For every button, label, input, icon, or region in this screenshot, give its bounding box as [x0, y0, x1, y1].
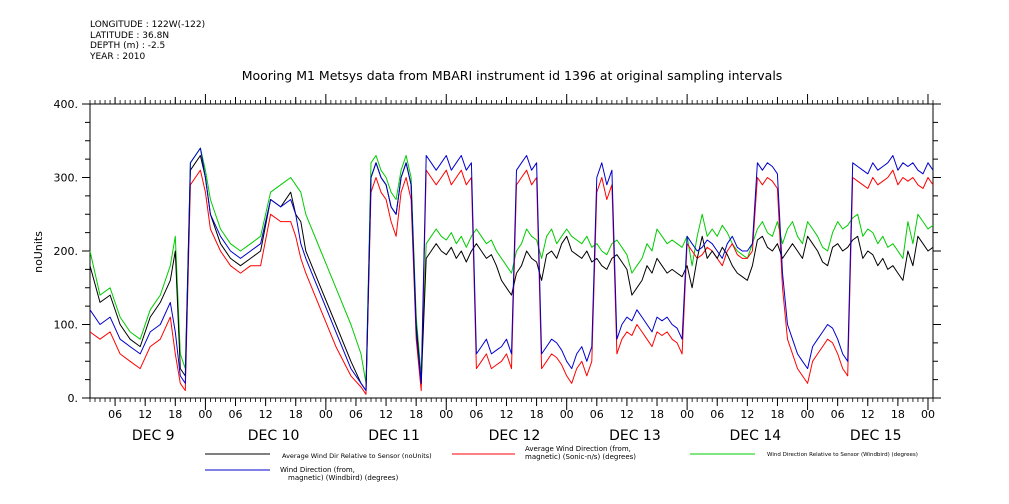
year-text: YEAR : 2010	[90, 51, 146, 62]
legend: Average Wind Dir Relative to Sensor (noU…	[205, 445, 918, 482]
legend-label: Average Wind Dir Relative to Sensor (noU…	[282, 452, 432, 460]
y-tick-label: 200.	[54, 245, 79, 258]
longitude-text: LONGITUDE : 122W(-122)	[90, 20, 206, 30]
legend-label-line2: magnetic) (Windbird) (degrees)	[288, 474, 399, 482]
series-line-2	[89, 147, 934, 384]
x-tick-label: 00	[560, 408, 574, 421]
x-tick-label: 00	[921, 408, 935, 421]
x-tick-label: 18	[770, 408, 784, 421]
x-day-label: DEC 12	[489, 428, 541, 444]
x-tick-label: 00	[198, 408, 212, 421]
x-tick-label: 18	[409, 408, 423, 421]
chart-title: Mooring M1 Metsys data from MBARI instru…	[242, 68, 783, 83]
x-tick-label: 12	[379, 408, 393, 421]
legend-label-line2: magnetic) (Sonic-n/s) (degrees)	[525, 453, 636, 461]
y-tick-label: 300.	[54, 172, 79, 185]
x-day-label: DEC 9	[132, 428, 175, 444]
x-tick-label: 12	[499, 408, 513, 421]
x-day-label: DEC 15	[850, 428, 902, 444]
x-tick-label: 12	[620, 408, 634, 421]
x-tick-label: 18	[891, 408, 905, 421]
x-tick-label: 00	[680, 408, 694, 421]
x-day-label: DEC 10	[248, 428, 300, 444]
x-day-label: DEC 14	[730, 428, 782, 444]
x-tick-label: 00	[801, 408, 815, 421]
x-tick-label: 12	[138, 408, 152, 421]
x-tick-label: 06	[349, 408, 363, 421]
series-line-1	[89, 169, 934, 395]
legend-label: Wind Direction (from,	[280, 466, 355, 474]
x-tick-label: 18	[530, 408, 544, 421]
legend-label: Average Wind Direction (from,	[525, 445, 631, 453]
x-tick-label: 06	[831, 408, 845, 421]
y-axis: 0. 100. 200. 300. 400.	[54, 98, 941, 405]
x-tick-label: 12	[740, 408, 754, 421]
series-line-3	[89, 147, 934, 392]
y-tick-label: 400.	[54, 98, 79, 111]
x-tick-label: 12	[861, 408, 875, 421]
y-tick-label: 0.	[68, 392, 79, 405]
x-day-label: DEC 11	[368, 428, 420, 444]
x-tick-label: 18	[289, 408, 303, 421]
x-tick-label: 00	[319, 408, 333, 421]
x-axis: 06 12 18 00 06 12 18 00 06 12 18 00 06 12 18 00 06 12 18 00…	[108, 94, 935, 444]
depth-text: DEPTH (m) : -2.5	[90, 41, 166, 51]
y-tick-label: 100.	[54, 319, 79, 332]
x-tick-label: 06	[590, 408, 604, 421]
latitude-text: LATITUDE : 36.8N	[90, 30, 170, 41]
x-tick-label: 18	[168, 408, 182, 421]
series-group	[89, 147, 934, 395]
y-axis-label: noUnits	[32, 231, 45, 273]
metadata-block: LONGITUDE : 122W(-122) LATITUDE : 36.8N …	[90, 20, 205, 62]
x-tick-label: 06	[229, 408, 243, 421]
x-tick-label: 18	[650, 408, 664, 421]
x-tick-label: 06	[710, 408, 724, 421]
x-tick-label: 12	[259, 408, 273, 421]
series-line-0	[89, 155, 934, 392]
x-tick-label: 06	[469, 408, 483, 421]
x-day-label: DEC 13	[609, 428, 661, 444]
legend-label: Wind Direction Relative to Sensor (Windb…	[767, 452, 918, 458]
x-tick-label: 06	[108, 408, 122, 421]
x-tick-label: 00	[439, 408, 453, 421]
